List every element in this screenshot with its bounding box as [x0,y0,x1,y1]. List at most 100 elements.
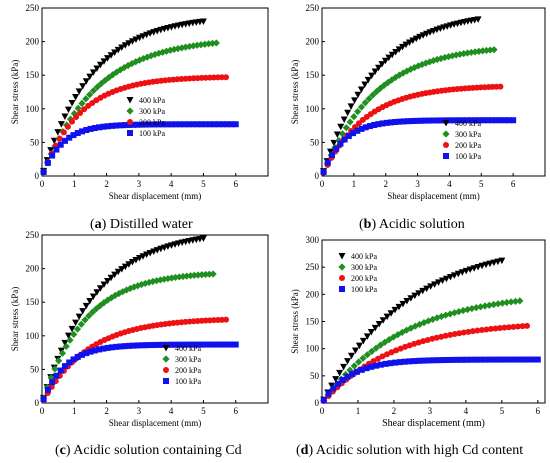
y-tick-label-a: 200 [26,37,40,47]
y-tick-label-a: 250 [26,3,40,13]
data-point [82,78,90,85]
data-point [164,274,172,283]
data-point [172,121,179,128]
data-point [350,113,358,121]
data-point [395,71,403,79]
data-point [419,287,427,295]
data-point [480,117,487,124]
data-point [501,324,508,331]
data-point [104,123,111,130]
data-point [459,306,467,315]
data-point [194,121,201,128]
x-tick-label-c: 1 [72,406,77,416]
data-point [478,326,485,333]
data-point [40,396,47,403]
data-point [458,356,465,363]
data-point [61,363,68,370]
data-point [463,356,470,363]
data-point [86,298,94,305]
data-point [138,342,145,349]
data-point [519,323,526,330]
data-point [374,355,381,362]
y-tick-label-a: 50 [30,137,40,147]
data-point [375,121,382,128]
data-point [489,117,496,124]
data-point [421,117,428,124]
legend-a: 400 kPa 300 kPa 200 kPa 100 kPa [126,96,165,138]
data-point [135,56,144,64]
data-point [442,332,449,339]
data-point [492,325,499,332]
data-point [170,45,178,54]
data-point [376,84,385,92]
data-point [181,121,188,128]
data-point [385,336,393,344]
data-point [212,39,220,47]
data-point [484,117,491,124]
data-point [44,159,51,166]
data-point [520,356,527,363]
data-point [96,285,104,292]
data-point [320,168,327,175]
data-point [232,341,239,348]
y-tick-label-b: 100 [306,104,320,114]
data-point [72,319,80,327]
data-point [219,121,226,128]
data-point [510,117,517,124]
data-point [96,61,104,69]
data-point [411,340,418,347]
x-tick-label-c: 6 [233,406,238,416]
data-point [330,385,337,392]
data-point [114,268,122,276]
data-point [91,347,98,354]
data-point [185,341,192,348]
legend-marker [163,378,169,384]
data-point [510,323,517,330]
data-point [198,341,205,348]
data-point [405,39,413,47]
data-point [361,99,369,107]
data-point [159,48,167,56]
data-point [136,34,144,42]
data-point [497,83,504,90]
data-point [168,341,175,348]
data-point [458,269,466,276]
data-point [156,276,164,284]
x-tick-label-d: 3 [428,406,433,416]
data-point [211,121,218,128]
data-point [482,356,489,363]
plot-frame-a [41,7,269,177]
data-point [64,123,71,130]
data-point [55,357,63,365]
data-point [211,341,218,348]
legend-marker [338,253,346,260]
data-point [442,311,450,319]
data-point [73,325,82,333]
data-point [111,49,119,56]
legend-marker [338,263,346,271]
data-point [506,356,513,363]
series-d-100-kPa [320,356,541,404]
data-point [172,341,179,348]
y-axis-label-a: Shear stress (kPa) [10,60,20,125]
data-point [74,353,81,360]
data-point [198,121,205,128]
data-point [423,285,431,293]
data-point [118,44,126,51]
legend-label: 400 kPa [455,119,481,128]
data-point [344,109,352,117]
data-point [354,127,361,134]
data-point [383,119,390,126]
data-point [199,18,207,25]
data-point [372,344,380,352]
y-axis-label-c: Shear stress (kPa) [10,287,20,352]
x-tick-label-c: 2 [104,406,109,416]
data-point [232,121,239,128]
data-point [228,121,235,128]
data-point [395,46,403,53]
legend-marker [442,130,450,138]
data-point [411,322,419,330]
data-point [64,332,72,340]
data-point [381,57,389,65]
data-point [85,312,93,320]
